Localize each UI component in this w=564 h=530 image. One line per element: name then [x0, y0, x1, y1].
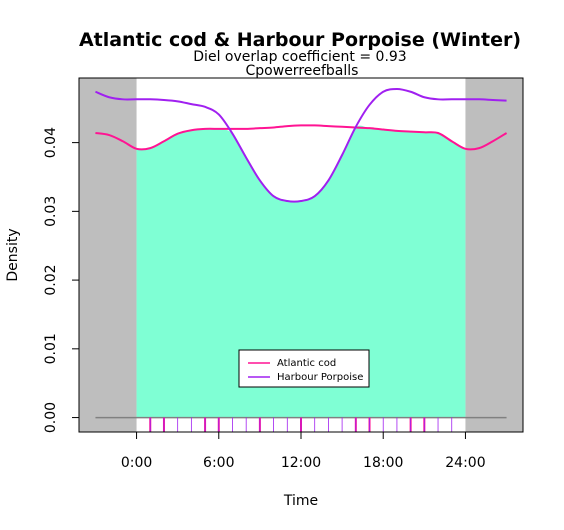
x-tick-label: 12:00 [281, 455, 321, 471]
y-tick-label: 0.03 [43, 196, 59, 227]
x-axis-label: Time [283, 493, 318, 509]
x-tick-label: 0:00 [121, 455, 152, 471]
density-line-porpoise [95, 87, 507, 203]
x-axis: 0:00 6:00 12:00 18:00 24:00 [121, 431, 486, 471]
overlap-area [136, 125, 466, 418]
legend-label-porpoise: Harbour Porpoise [277, 372, 363, 383]
chart-title: Atlantic cod & Harbour Porpoise (Winter) [79, 29, 521, 51]
x-tick-label: 6:00 [203, 455, 234, 471]
plot-area [79, 78, 523, 432]
legend-label-cod: Atlantic cod [277, 358, 336, 369]
chart-subtitle-site: Cpowerreefballs [246, 63, 359, 79]
night-shade-1 [465, 78, 523, 432]
y-tick-label: 0.04 [43, 127, 59, 158]
legend: Atlantic cod Harbour Porpoise [238, 349, 370, 388]
chart-subtitle: Diel overlap coefficient = 0.93 [193, 49, 406, 65]
legend-box [238, 349, 370, 388]
x-tick-label: 18:00 [363, 455, 403, 471]
y-axis: 0.00 0.01 0.02 0.03 0.04 [43, 127, 80, 433]
y-tick-label: 0.02 [43, 265, 59, 296]
y-tick-label: 0.00 [43, 402, 59, 433]
y-axis-label: Density [5, 228, 21, 281]
y-tick-label: 0.01 [43, 333, 59, 364]
x-tick-label: 24:00 [445, 455, 485, 471]
night-shade-0 [79, 78, 137, 432]
density-line-cod [95, 124, 508, 151]
